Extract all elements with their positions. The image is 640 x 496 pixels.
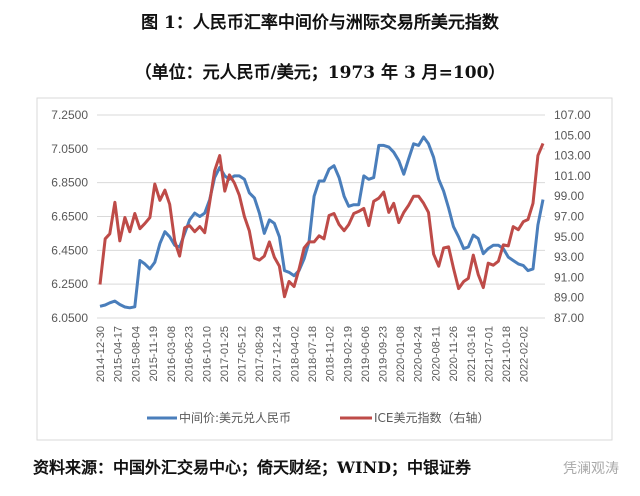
right-tick-label: 107.00 xyxy=(554,108,591,122)
right-tick-label: 87.00 xyxy=(554,311,584,325)
x-tick-label: 2021-10-18 xyxy=(501,326,513,382)
x-tick-label: 2015-04-17 xyxy=(113,326,125,382)
chart-title: 图 1：人民币汇率中间价与洲际交易所美元指数 xyxy=(141,12,500,33)
left-axis: 6.0500 6.2500 6.4500 6.6500 6.8500 7.0500 7.25… xyxy=(51,108,88,325)
left-tick-label: 6.2500 xyxy=(51,277,88,291)
left-tick-label: 7.2500 xyxy=(51,108,88,122)
right-tick-label: 103.00 xyxy=(554,149,591,163)
chart-subtitle: （单位：元人民币/美元；1973 年 3 月=100） xyxy=(135,62,506,83)
x-tick-label: 2020-08-11 xyxy=(430,326,442,381)
gridlines xyxy=(97,114,545,319)
right-tick-label: 101.00 xyxy=(554,169,591,183)
series-line-dxy xyxy=(98,142,545,299)
legend-label-cny: 中间价:美元兑人民币 xyxy=(179,410,291,425)
chart-frame xyxy=(36,97,613,441)
right-tick-label: 93.00 xyxy=(554,250,584,264)
left-tick-label: 6.6500 xyxy=(51,210,88,224)
right-tick-label: 97.00 xyxy=(554,210,584,224)
legend: 中间价:美元兑人民币 ICE美元指数（右轴） xyxy=(147,410,490,425)
x-tick-label: 2015-08-04 xyxy=(130,326,142,382)
right-tick-label: 99.00 xyxy=(554,189,584,203)
series-line-cny xyxy=(99,135,545,310)
watermark: 凭澜观涛 xyxy=(563,461,619,477)
x-tick-label: 2015-11-19 xyxy=(148,326,160,381)
legend-label-dxy: ICE美元指数（右轴） xyxy=(374,410,490,425)
x-tick-label: 2014-12-30 xyxy=(95,326,107,382)
x-tick-label: 2019-06-06 xyxy=(360,326,372,382)
x-tick-label: 2017-01-25 xyxy=(219,326,231,382)
source-note: 资料来源：中国外汇交易中心；倚天财经；WIND；中银证券 xyxy=(33,458,472,477)
x-tick-label: 2017-05-12 xyxy=(236,326,248,382)
left-tick-label: 6.0500 xyxy=(51,311,88,325)
right-tick-label: 95.00 xyxy=(554,230,584,244)
x-tick-label: 2018-07-18 xyxy=(307,326,319,382)
x-tick-label: 2022-02-02 xyxy=(519,326,531,382)
x-tick-label: 2021-07-01 xyxy=(483,326,495,382)
x-tick-label: 2018-11-02 xyxy=(324,326,336,381)
x-tick-label: 2020-04-24 xyxy=(413,326,425,382)
x-tick-label: 2021-03-16 xyxy=(466,326,478,382)
x-tick-label: 2020-11-26 xyxy=(448,326,460,381)
right-tick-label: 105.00 xyxy=(554,128,591,142)
x-tick-label: 2017-12-14 xyxy=(272,326,284,382)
right-axis: 87.00 89.00 91.00 93.00 95.00 97.00 99.00 101.0… xyxy=(554,108,591,325)
right-tick-label: 91.00 xyxy=(554,270,584,284)
right-tick-label: 89.00 xyxy=(554,291,584,305)
left-tick-label: 6.4500 xyxy=(51,243,88,257)
x-tick-label: 2016-03-08 xyxy=(166,326,178,382)
x-tick-label: 2017-08-29 xyxy=(254,326,266,382)
series-lines xyxy=(98,135,545,310)
x-tick-label: 2018-04-02 xyxy=(289,326,301,382)
x-tick-label: 2019-02-19 xyxy=(342,326,354,382)
x-axis: 2014-12-30 2015-04-17 2015-08-04 2015-11-19… xyxy=(95,326,531,382)
left-tick-label: 7.0500 xyxy=(51,142,88,156)
x-tick-label: 2019-09-23 xyxy=(378,326,390,382)
left-tick-label: 6.8500 xyxy=(51,176,88,190)
x-tick-label: 2016-06-23 xyxy=(183,326,195,382)
x-tick-label: 2016-10-10 xyxy=(201,326,213,382)
x-tick-label: 2020-01-08 xyxy=(395,326,407,382)
